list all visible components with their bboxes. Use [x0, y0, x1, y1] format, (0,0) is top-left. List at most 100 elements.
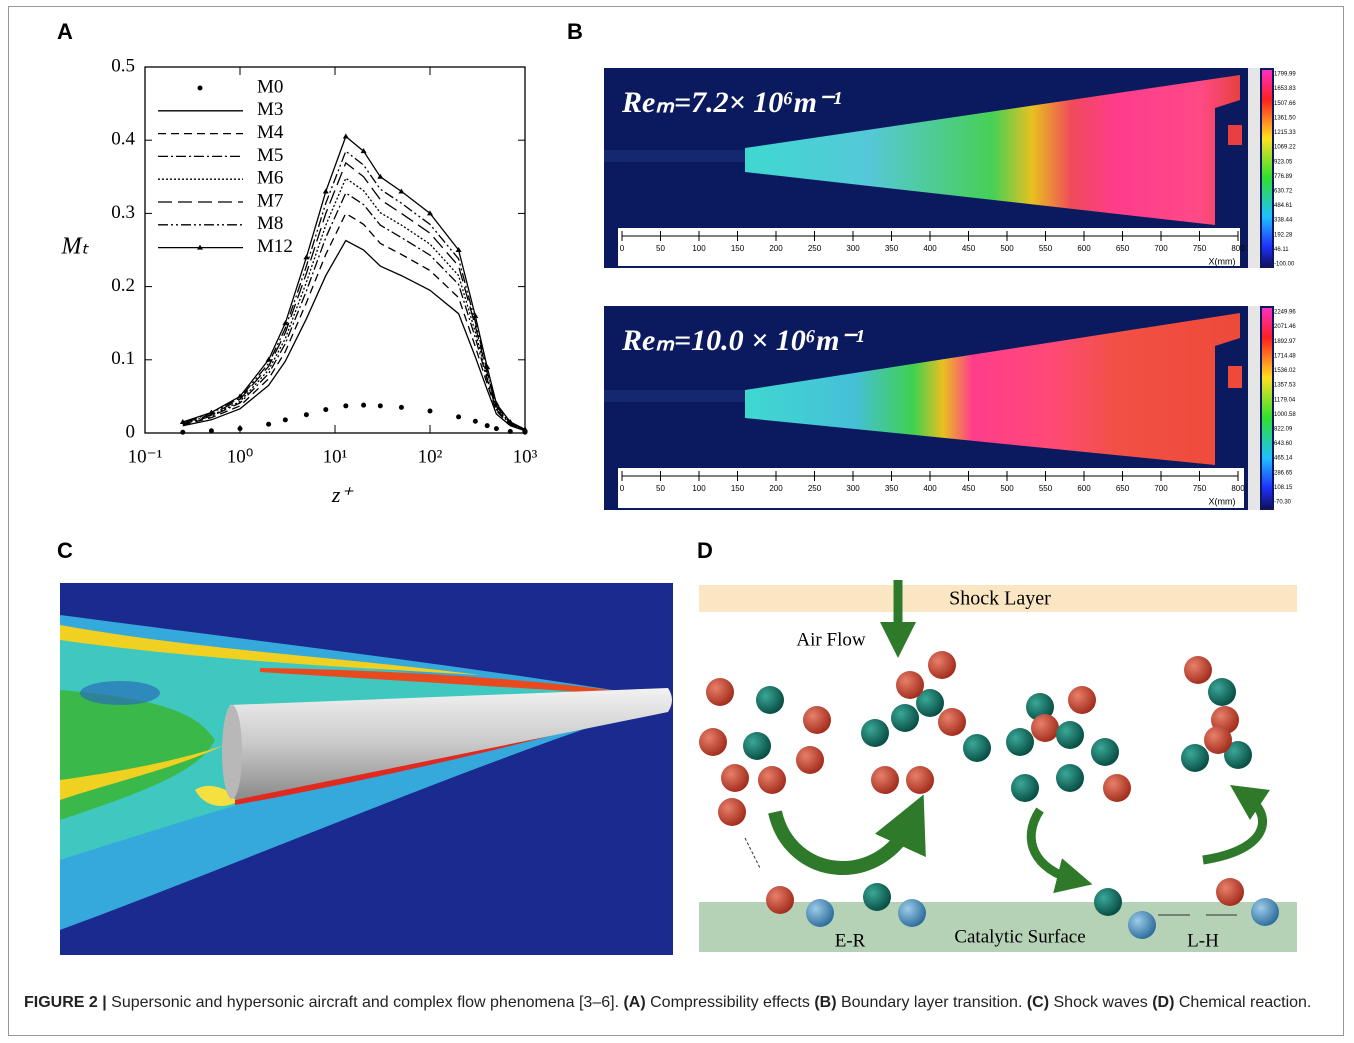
- shock-layer-label: Shock Layer: [949, 588, 1051, 610]
- legend-label: M0: [257, 76, 283, 97]
- data-point: [507, 429, 513, 435]
- x-tick-label: 10⁻¹: [128, 446, 163, 467]
- data-point: [208, 409, 215, 415]
- scale-tick-label: 150: [731, 484, 745, 493]
- colorbar-label: 286.65: [1274, 470, 1293, 476]
- data-point: [237, 426, 243, 432]
- data-point: [265, 356, 272, 362]
- scale-tick-label: 250: [808, 244, 822, 253]
- data-point: [282, 320, 289, 326]
- atom: [1006, 728, 1034, 756]
- atom: [766, 886, 794, 914]
- atom: [898, 899, 926, 927]
- caption-text: FIGURE 2 |: [24, 994, 112, 1011]
- colorbar-label: 1507.66: [1274, 101, 1296, 107]
- caption-text: (C): [1026, 994, 1054, 1011]
- image-title: Reₘ=10.0 × 10⁶m⁻¹: [621, 324, 864, 357]
- y-tick-label: 0.2: [111, 275, 135, 296]
- scale-tick-label: 200: [769, 484, 783, 493]
- data-point: [493, 400, 500, 406]
- arrow: [1026, 807, 1093, 894]
- data-point: [427, 408, 433, 414]
- atom: [1031, 714, 1059, 742]
- data-point: [342, 133, 349, 139]
- caption-text: (B): [814, 994, 841, 1011]
- scale-tick-label: 400: [923, 484, 937, 493]
- atom: [1094, 888, 1122, 916]
- atom: [743, 732, 771, 760]
- data-point: [398, 188, 405, 194]
- atom: [1128, 911, 1156, 939]
- scale-tick-label: 300: [846, 244, 860, 253]
- scale-tick-label: 100: [692, 244, 706, 253]
- colorbar-label: 1069.22: [1274, 145, 1296, 151]
- atom: [1056, 721, 1084, 749]
- data-point: [377, 173, 384, 179]
- legend-label: M12: [257, 236, 293, 257]
- caption-text: (D): [1152, 994, 1179, 1011]
- y-tick-label: 0.3: [111, 202, 135, 223]
- surface-band: [699, 902, 1297, 952]
- atom: [891, 704, 919, 732]
- x-tick-label: 10³: [513, 446, 538, 467]
- colorbar-label: 46.11: [1274, 247, 1289, 253]
- atom: [1026, 693, 1054, 721]
- data-point: [360, 148, 367, 154]
- atom: [806, 899, 834, 927]
- colorbar-label: 776.89: [1274, 174, 1293, 180]
- colorbar-label: 108.15: [1274, 485, 1293, 491]
- atom: [756, 686, 784, 714]
- atom: [758, 766, 786, 794]
- data-point: [472, 312, 479, 318]
- caption-text: (A): [623, 994, 651, 1011]
- shock-layer-band: [699, 585, 1297, 612]
- scale-tick-label: 750: [1193, 244, 1207, 253]
- atom: [699, 728, 727, 756]
- scale-tick-label: 350: [885, 244, 899, 253]
- legend-label: M6: [257, 168, 283, 189]
- legend-marker: [197, 244, 203, 250]
- data-point: [398, 404, 404, 410]
- atom: [1068, 686, 1096, 714]
- scale-tick-label: 500: [1000, 484, 1014, 493]
- scale-tick-label: 200: [769, 244, 783, 253]
- colorbar-label: 465.14: [1274, 456, 1293, 462]
- y-tick-label: 0.5: [111, 55, 135, 76]
- colorbar-label: 1361.50: [1274, 115, 1296, 121]
- atom: [871, 766, 899, 794]
- colorbar-label: 338.44: [1274, 218, 1293, 224]
- data-point: [361, 402, 367, 408]
- data-point: [507, 419, 514, 425]
- panel-label: A: [57, 19, 73, 44]
- scale-axis-label: X(mm): [1209, 256, 1236, 266]
- colorbar-label: 1799.99: [1274, 72, 1296, 78]
- data-line: [182, 135, 526, 430]
- data-point: [455, 247, 462, 252]
- atom: [1208, 678, 1236, 706]
- atom: [928, 651, 956, 679]
- scale-tick-label: 650: [1116, 244, 1130, 253]
- panel-label: D: [697, 538, 713, 563]
- data-point: [484, 364, 491, 370]
- figure-frame: [8, 6, 1344, 1036]
- colorbar-label: 1357.53: [1274, 383, 1296, 389]
- surface-label: Catalytic Surface: [954, 926, 1085, 947]
- atom: [706, 678, 734, 706]
- reaction-diagram: [699, 580, 1297, 952]
- scale-tick-label: 800: [1231, 244, 1245, 253]
- legend-label: M7: [257, 190, 283, 211]
- x-tick-label: 10¹: [323, 446, 348, 467]
- atom: [896, 671, 924, 699]
- atom: [916, 689, 944, 717]
- colorbar-label: 630.72: [1274, 189, 1293, 195]
- colorbar-label: 1000.58: [1274, 412, 1296, 418]
- atom: [796, 746, 824, 774]
- data-point: [493, 426, 499, 432]
- scale-tick-label: 650: [1116, 484, 1130, 493]
- atom: [1103, 774, 1131, 802]
- data-point: [323, 407, 329, 413]
- caption-text: Chemical reaction.: [1178, 994, 1312, 1011]
- figure: A B C D z⁺ Mₜ Shock Layer Air Flow Catal…: [57, 19, 1297, 955]
- air-flow-label: Air Flow: [796, 629, 865, 650]
- data-point: [180, 429, 186, 435]
